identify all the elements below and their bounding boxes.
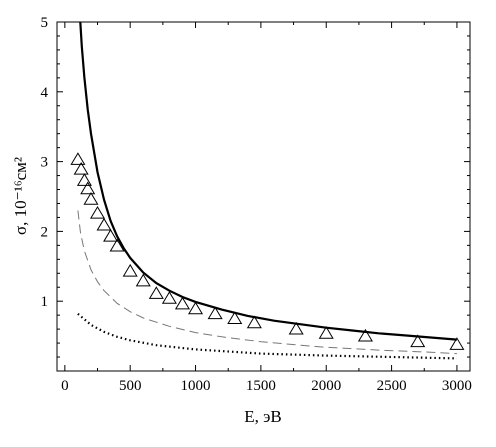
data-point-triangle — [96, 217, 112, 231]
x-tick-label-5: 2500 — [377, 378, 407, 394]
data-point-triangle — [148, 286, 164, 299]
axis-ticks — [57, 21, 470, 371]
data-point-triangle — [161, 291, 177, 304]
tick-labels: 0 500 1000 1500 2000 2500 3000 1 2 3 4 5 — [41, 15, 472, 394]
x-tick-label-6: 3000 — [442, 378, 472, 394]
data-point-triangle — [410, 334, 426, 348]
data-point-triangle — [109, 238, 125, 252]
triangle-markers — [70, 152, 465, 350]
x-tick-label-3: 1500 — [246, 378, 276, 394]
x-tick-label-0: 0 — [61, 378, 69, 394]
data-point-triangle — [449, 337, 465, 350]
data-point-triangle — [288, 321, 304, 335]
data-point-triangle — [89, 205, 106, 219]
data-point-triangle — [70, 152, 86, 165]
data-point-triangle — [357, 328, 373, 342]
data-point-triangle — [103, 229, 119, 242]
data-point-triangle — [207, 306, 223, 320]
series-line-solid — [79, 21, 457, 341]
series-line-dashed — [77, 210, 457, 355]
data-point-triangle — [80, 181, 96, 195]
data-point-triangle — [227, 311, 243, 325]
data-point-triangle — [135, 273, 151, 287]
data-series — [77, 21, 457, 360]
y-tick-label-1: 2 — [41, 224, 49, 240]
data-point-triangle — [73, 161, 89, 175]
y-tick-label-0: 1 — [41, 294, 49, 310]
x-tick-label-2: 1000 — [181, 378, 211, 394]
series-line-dotted — [77, 312, 457, 360]
data-point-triangle — [83, 192, 99, 205]
plot-area-frame — [56, 21, 471, 372]
data-point-triangle — [174, 296, 190, 310]
data-point-triangle — [246, 315, 262, 329]
data-point-triangle — [76, 173, 92, 186]
y-axis-label: σ, 10⁻¹⁶см² — [11, 157, 30, 235]
y-tick-label-4: 5 — [41, 15, 49, 31]
data-point-triangle — [188, 301, 204, 315]
data-point-triangle — [122, 263, 138, 277]
x-axis-label: E, эВ — [244, 407, 282, 426]
y-tick-label-3: 4 — [41, 85, 49, 101]
y-tick-label-2: 3 — [41, 155, 49, 171]
x-tick-label-4: 2000 — [311, 378, 341, 394]
x-tick-label-1: 500 — [119, 378, 142, 394]
data-point-triangle — [318, 326, 334, 339]
